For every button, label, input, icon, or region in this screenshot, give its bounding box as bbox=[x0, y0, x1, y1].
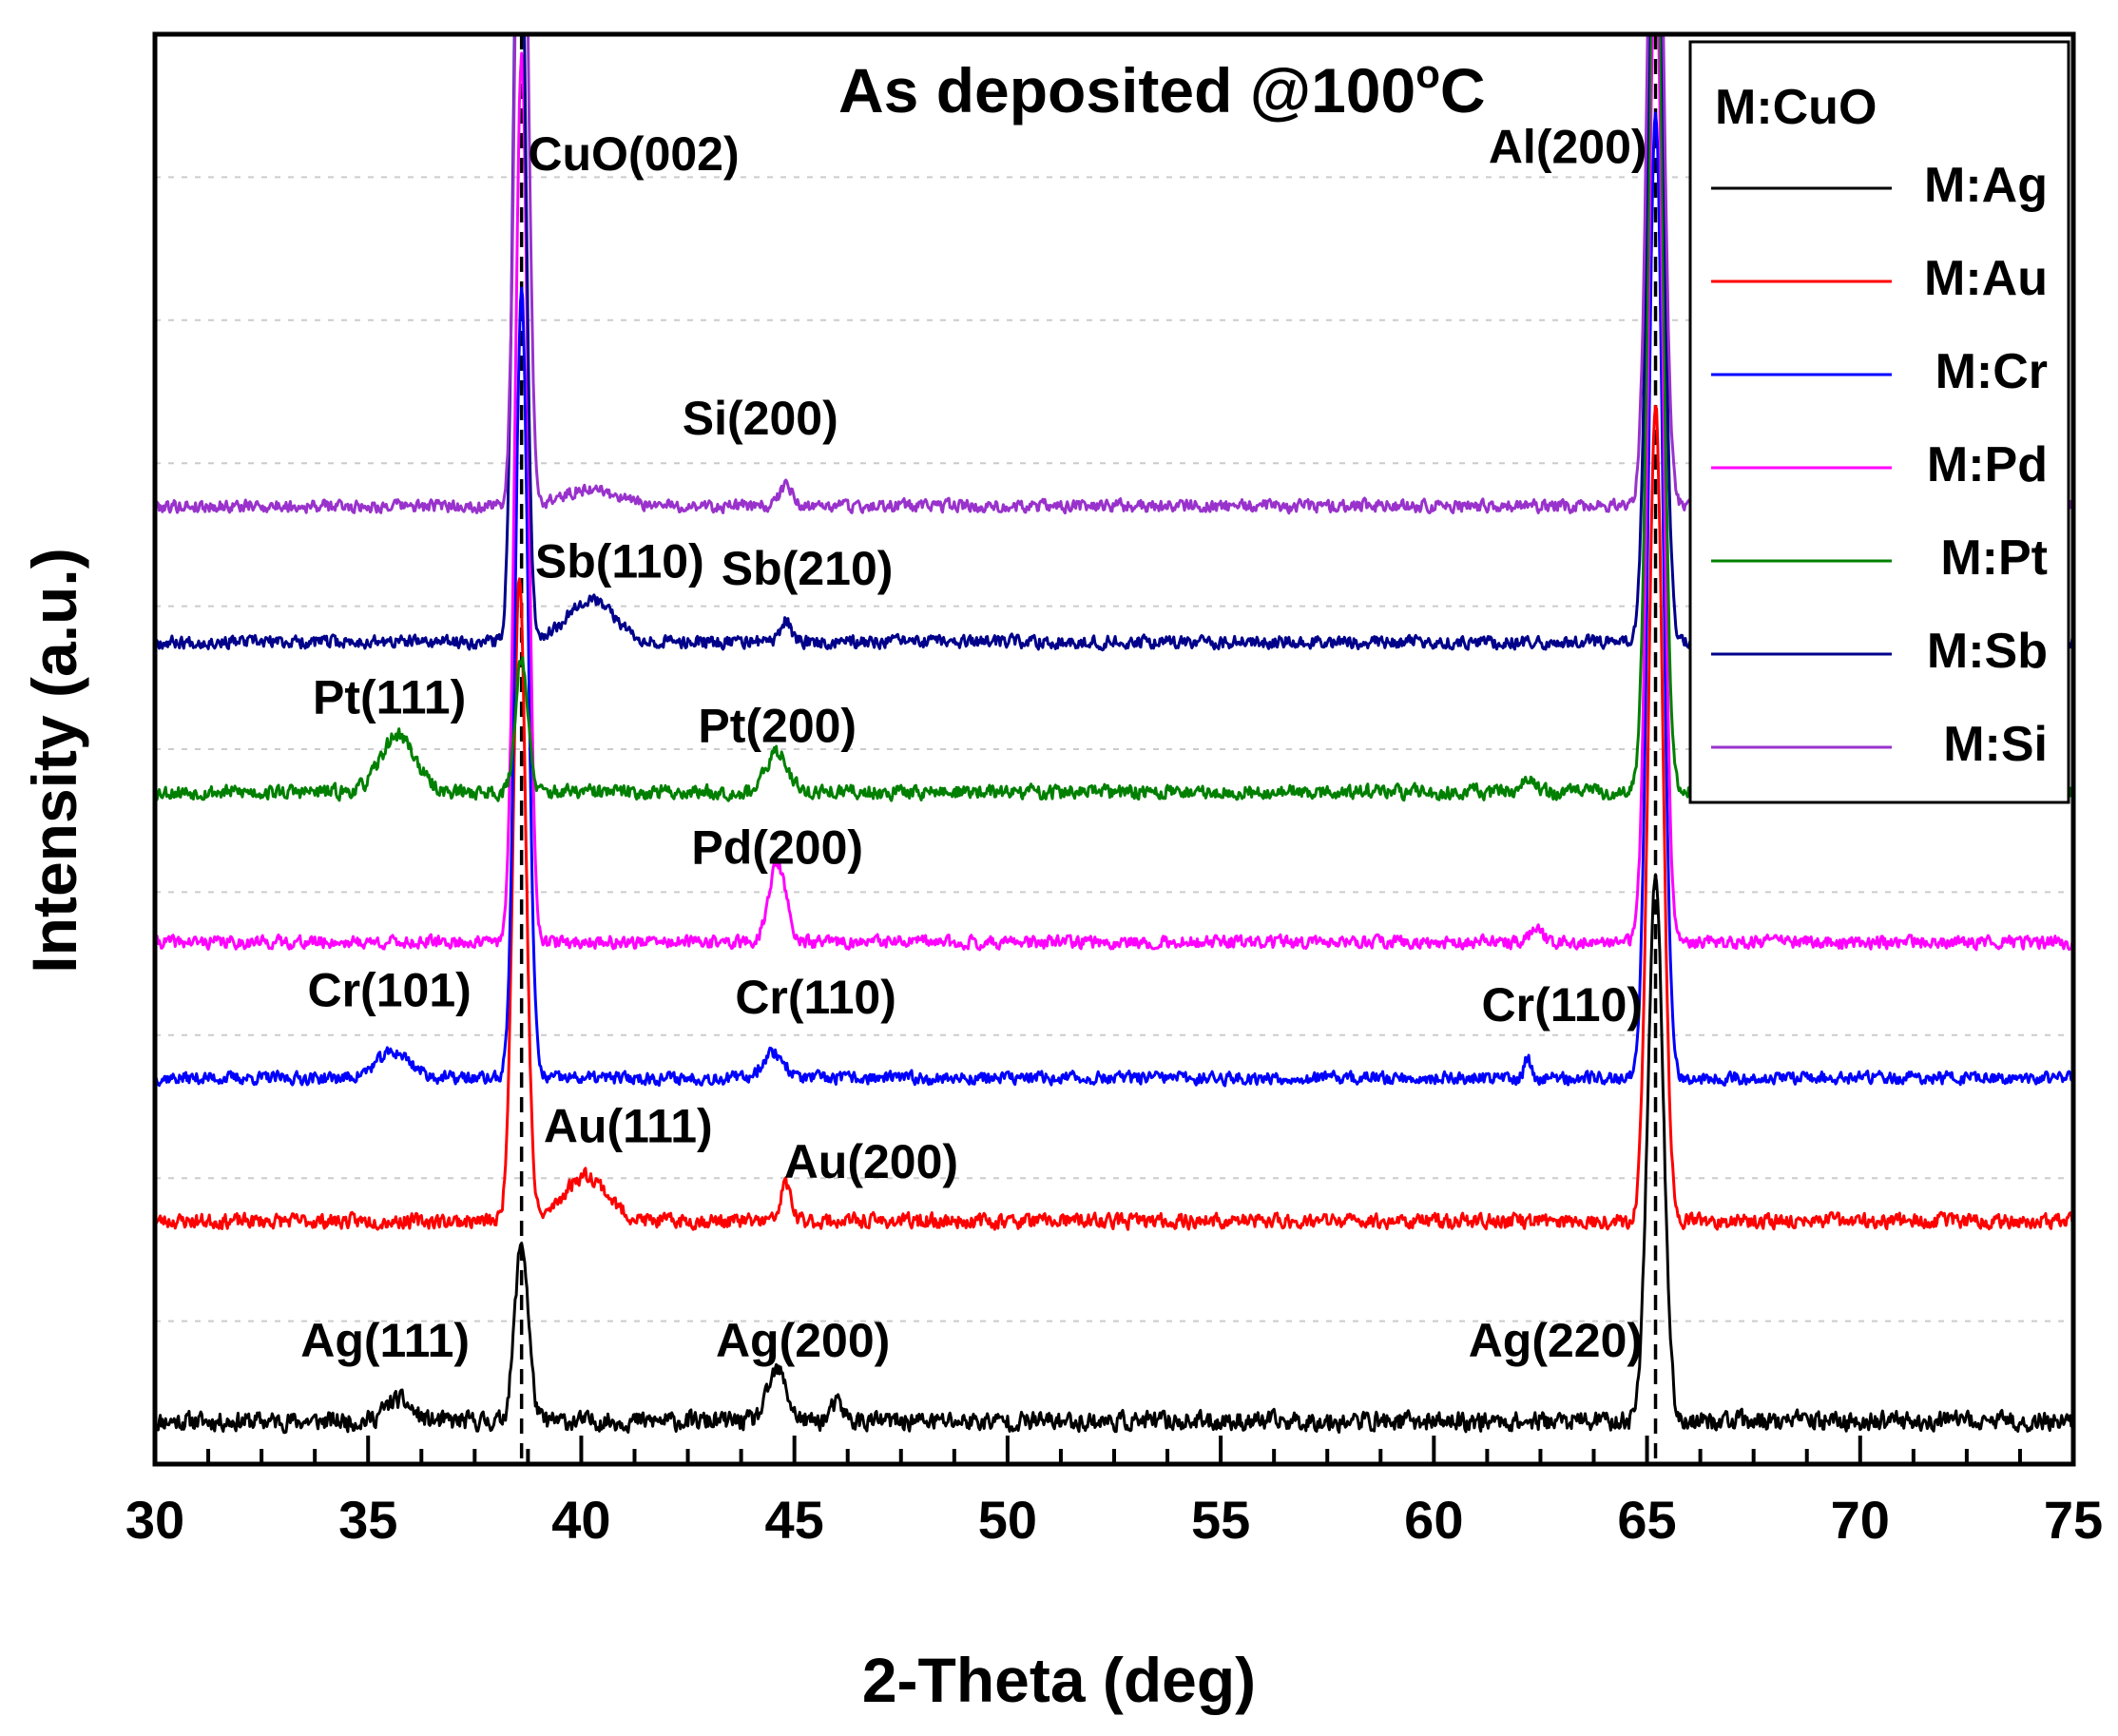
legend-label: M:Pd bbox=[1927, 437, 2048, 492]
legend: M:CuO M:Ag M:Au M:Cr M:Pd M:Pt M:Sb M:Si bbox=[1688, 40, 2070, 804]
x-axis-ticks: 30 35 40 45 50 55 60 65 70 75 bbox=[125, 1436, 2103, 1550]
x-tick-label: 30 bbox=[125, 1490, 184, 1550]
x-tick-label: 60 bbox=[1404, 1490, 1463, 1550]
series-line-mpd bbox=[155, 34, 2073, 952]
series-line-mag bbox=[155, 873, 2073, 1435]
legend-title: M:CuO bbox=[1715, 80, 1877, 135]
x-tick-label: 40 bbox=[551, 1490, 610, 1550]
legend-box bbox=[1688, 40, 2070, 804]
peak-label: CuO(002) bbox=[528, 127, 739, 181]
y-minor-grid bbox=[155, 176, 2073, 1322]
peak-label: Au(200) bbox=[784, 1135, 958, 1188]
peak-label: Si(200) bbox=[683, 392, 838, 445]
peak-label: Ag(200) bbox=[716, 1314, 890, 1367]
legend-label: M:Si bbox=[1943, 717, 2048, 772]
legend-label: M:Sb bbox=[1927, 624, 2048, 679]
peak-label: Cr(110) bbox=[1482, 978, 1644, 1032]
x-tick-label: 35 bbox=[338, 1490, 397, 1550]
legend-label: M:Ag bbox=[1924, 158, 2048, 213]
legend-label: M:Pt bbox=[1940, 530, 2048, 586]
peak-label: Sb(110) bbox=[535, 535, 704, 588]
x-tick-label: 75 bbox=[2044, 1490, 2103, 1550]
peak-label: Al(200) bbox=[1489, 120, 1647, 173]
peak-label: Cr(110) bbox=[735, 971, 896, 1024]
x-tick-label: 65 bbox=[1617, 1490, 1676, 1550]
x-tick-label: 45 bbox=[765, 1490, 824, 1550]
title-unit: C bbox=[1440, 55, 1486, 125]
series-line-mcr bbox=[155, 111, 2073, 1088]
chart-title: As deposited @100oC bbox=[838, 51, 1486, 125]
x-tick-label: 55 bbox=[1191, 1490, 1250, 1550]
peak-label: Pt(111) bbox=[313, 670, 466, 723]
x-axis-title: 2-Theta (deg) bbox=[862, 1645, 1256, 1715]
x-tick-label: 50 bbox=[978, 1490, 1037, 1550]
x-tick-label: 70 bbox=[1831, 1490, 1890, 1550]
peak-label: Ag(111) bbox=[300, 1314, 470, 1367]
legend-label: M:Au bbox=[1924, 251, 2048, 306]
series-line-mau bbox=[155, 404, 2073, 1231]
peak-label: Ag(220) bbox=[1469, 1314, 1643, 1367]
reference-lines bbox=[519, 34, 1658, 1464]
legend-label: M:Cr bbox=[1935, 344, 2048, 399]
peak-label: Pt(200) bbox=[698, 699, 857, 752]
peak-label: Sb(210) bbox=[722, 542, 894, 595]
y-axis-title: Intensity (a.u.) bbox=[19, 548, 89, 973]
peak-label: Cr(101) bbox=[307, 964, 471, 1017]
peak-label: Au(111) bbox=[544, 1100, 713, 1153]
peak-label: Pd(200) bbox=[691, 820, 863, 874]
peak-annotations: CuO(002) Al(200) Si(200) Sb(110) Sb(210) Pt(1… bbox=[300, 120, 1646, 1367]
degree-superscript: o bbox=[1415, 51, 1440, 96]
